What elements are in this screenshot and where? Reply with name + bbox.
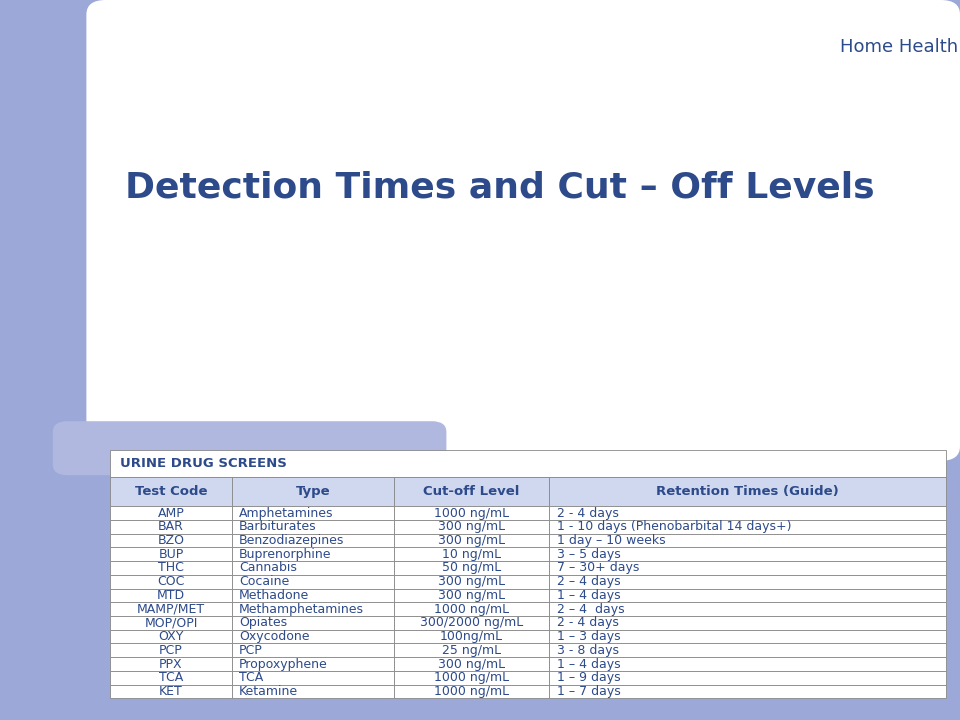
Text: 25 ng/mL: 25 ng/mL	[442, 644, 501, 657]
Text: 10 ng/mL: 10 ng/mL	[442, 548, 501, 561]
Text: BAR: BAR	[158, 521, 184, 534]
Text: MAMP/MET: MAMP/MET	[137, 603, 205, 616]
Text: Cocaine: Cocaine	[239, 575, 289, 588]
Text: Detection Times and Cut – Off Levels: Detection Times and Cut – Off Levels	[125, 170, 875, 204]
Text: 2 – 4  days: 2 – 4 days	[557, 603, 624, 616]
Text: COC: COC	[157, 575, 184, 588]
Text: TCA: TCA	[158, 671, 183, 684]
Text: PPX: PPX	[159, 657, 182, 670]
Text: 1 day – 10 weeks: 1 day – 10 weeks	[557, 534, 665, 547]
Text: 100ng/mL: 100ng/mL	[440, 630, 503, 643]
Text: THC: THC	[158, 562, 184, 575]
Text: BUP: BUP	[158, 548, 183, 561]
Text: Buprenorphine: Buprenorphine	[239, 548, 332, 561]
Text: BZO: BZO	[157, 534, 184, 547]
Text: 300 ng/mL: 300 ng/mL	[438, 657, 505, 670]
Text: Methadone: Methadone	[239, 589, 309, 602]
Text: 50 ng/mL: 50 ng/mL	[442, 562, 501, 575]
Text: Retention Times (Guide): Retention Times (Guide)	[656, 485, 839, 498]
Text: 1000 ng/mL: 1000 ng/mL	[434, 507, 509, 520]
Text: Amphetamines: Amphetamines	[239, 507, 334, 520]
Text: Barbiturates: Barbiturates	[239, 521, 317, 534]
Text: 1 – 9 days: 1 – 9 days	[557, 671, 620, 684]
Text: Cannabis: Cannabis	[239, 562, 297, 575]
Text: Cut-off Level: Cut-off Level	[423, 485, 519, 498]
Text: Type: Type	[296, 485, 330, 498]
Text: 300 ng/mL: 300 ng/mL	[438, 589, 505, 602]
Text: 2 - 4 days: 2 - 4 days	[557, 616, 618, 629]
Text: PCP: PCP	[239, 644, 263, 657]
Text: 1 – 3 days: 1 – 3 days	[557, 630, 620, 643]
Text: MTD: MTD	[156, 589, 185, 602]
Text: Test Code: Test Code	[134, 485, 207, 498]
Text: TCA: TCA	[239, 671, 263, 684]
Circle shape	[784, 26, 827, 73]
Text: Ketamine: Ketamine	[239, 685, 299, 698]
Text: 1 - 10 days (Phenobarbital 14 days+): 1 - 10 days (Phenobarbital 14 days+)	[557, 521, 791, 534]
Text: URINE DRUG SCREENS: URINE DRUG SCREENS	[120, 457, 287, 470]
Text: +: +	[794, 36, 817, 63]
Text: AMP: AMP	[157, 507, 184, 520]
Text: Opiates: Opiates	[239, 616, 287, 629]
Text: PCP: PCP	[159, 644, 182, 657]
Text: MOP/OPI: MOP/OPI	[144, 616, 198, 629]
Text: 1 – 7 days: 1 – 7 days	[557, 685, 620, 698]
Text: 300/2000 ng/mL: 300/2000 ng/mL	[420, 616, 523, 629]
Text: 3 – 5 days: 3 – 5 days	[557, 548, 620, 561]
Text: 2 - 4 days: 2 - 4 days	[557, 507, 618, 520]
Text: 2 – 4 days: 2 – 4 days	[557, 575, 620, 588]
Text: 300 ng/mL: 300 ng/mL	[438, 534, 505, 547]
Text: 300 ng/mL: 300 ng/mL	[438, 521, 505, 534]
Text: Benzodiazepines: Benzodiazepines	[239, 534, 345, 547]
Text: OXY: OXY	[158, 630, 183, 643]
Text: 1 – 4 days: 1 – 4 days	[557, 657, 620, 670]
Text: Propoxyphene: Propoxyphene	[239, 657, 328, 670]
Text: 1000 ng/mL: 1000 ng/mL	[434, 603, 509, 616]
Text: Methamphetamines: Methamphetamines	[239, 603, 364, 616]
Text: Home Health UK: Home Health UK	[840, 37, 960, 55]
Text: 1000 ng/mL: 1000 ng/mL	[434, 685, 509, 698]
Text: Oxycodone: Oxycodone	[239, 630, 310, 643]
Text: 7 – 30+ days: 7 – 30+ days	[557, 562, 639, 575]
Text: 1000 ng/mL: 1000 ng/mL	[434, 671, 509, 684]
Text: KET: KET	[159, 685, 182, 698]
Text: 3 - 8 days: 3 - 8 days	[557, 644, 618, 657]
Text: 300 ng/mL: 300 ng/mL	[438, 575, 505, 588]
Text: 1 – 4 days: 1 – 4 days	[557, 589, 620, 602]
